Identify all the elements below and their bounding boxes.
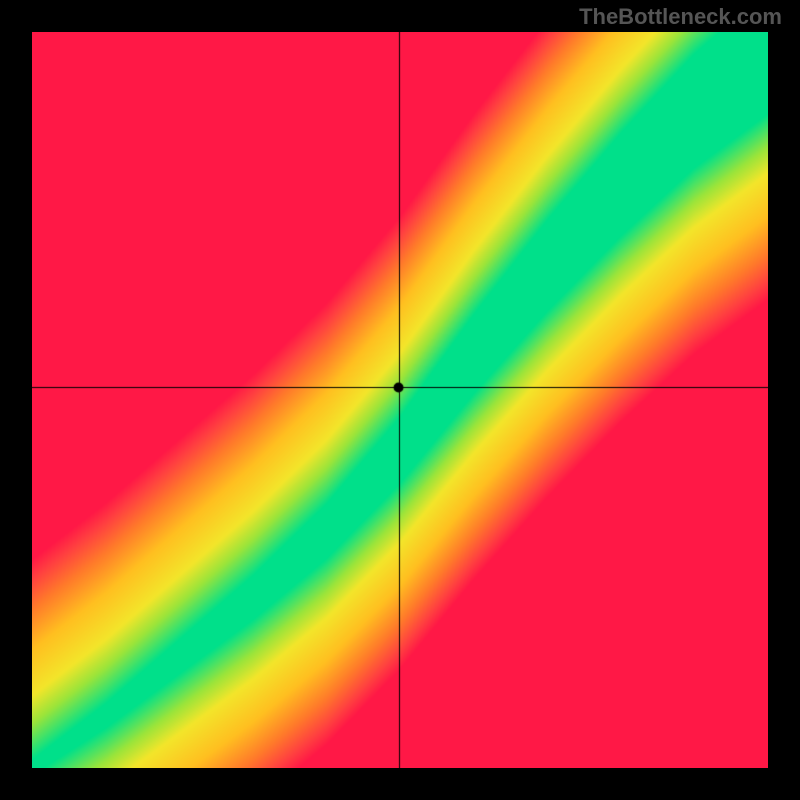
attribution-watermark: TheBottleneck.com: [579, 4, 782, 30]
bottleneck-heatmap: [32, 32, 768, 768]
chart-container: TheBottleneck.com: [0, 0, 800, 800]
